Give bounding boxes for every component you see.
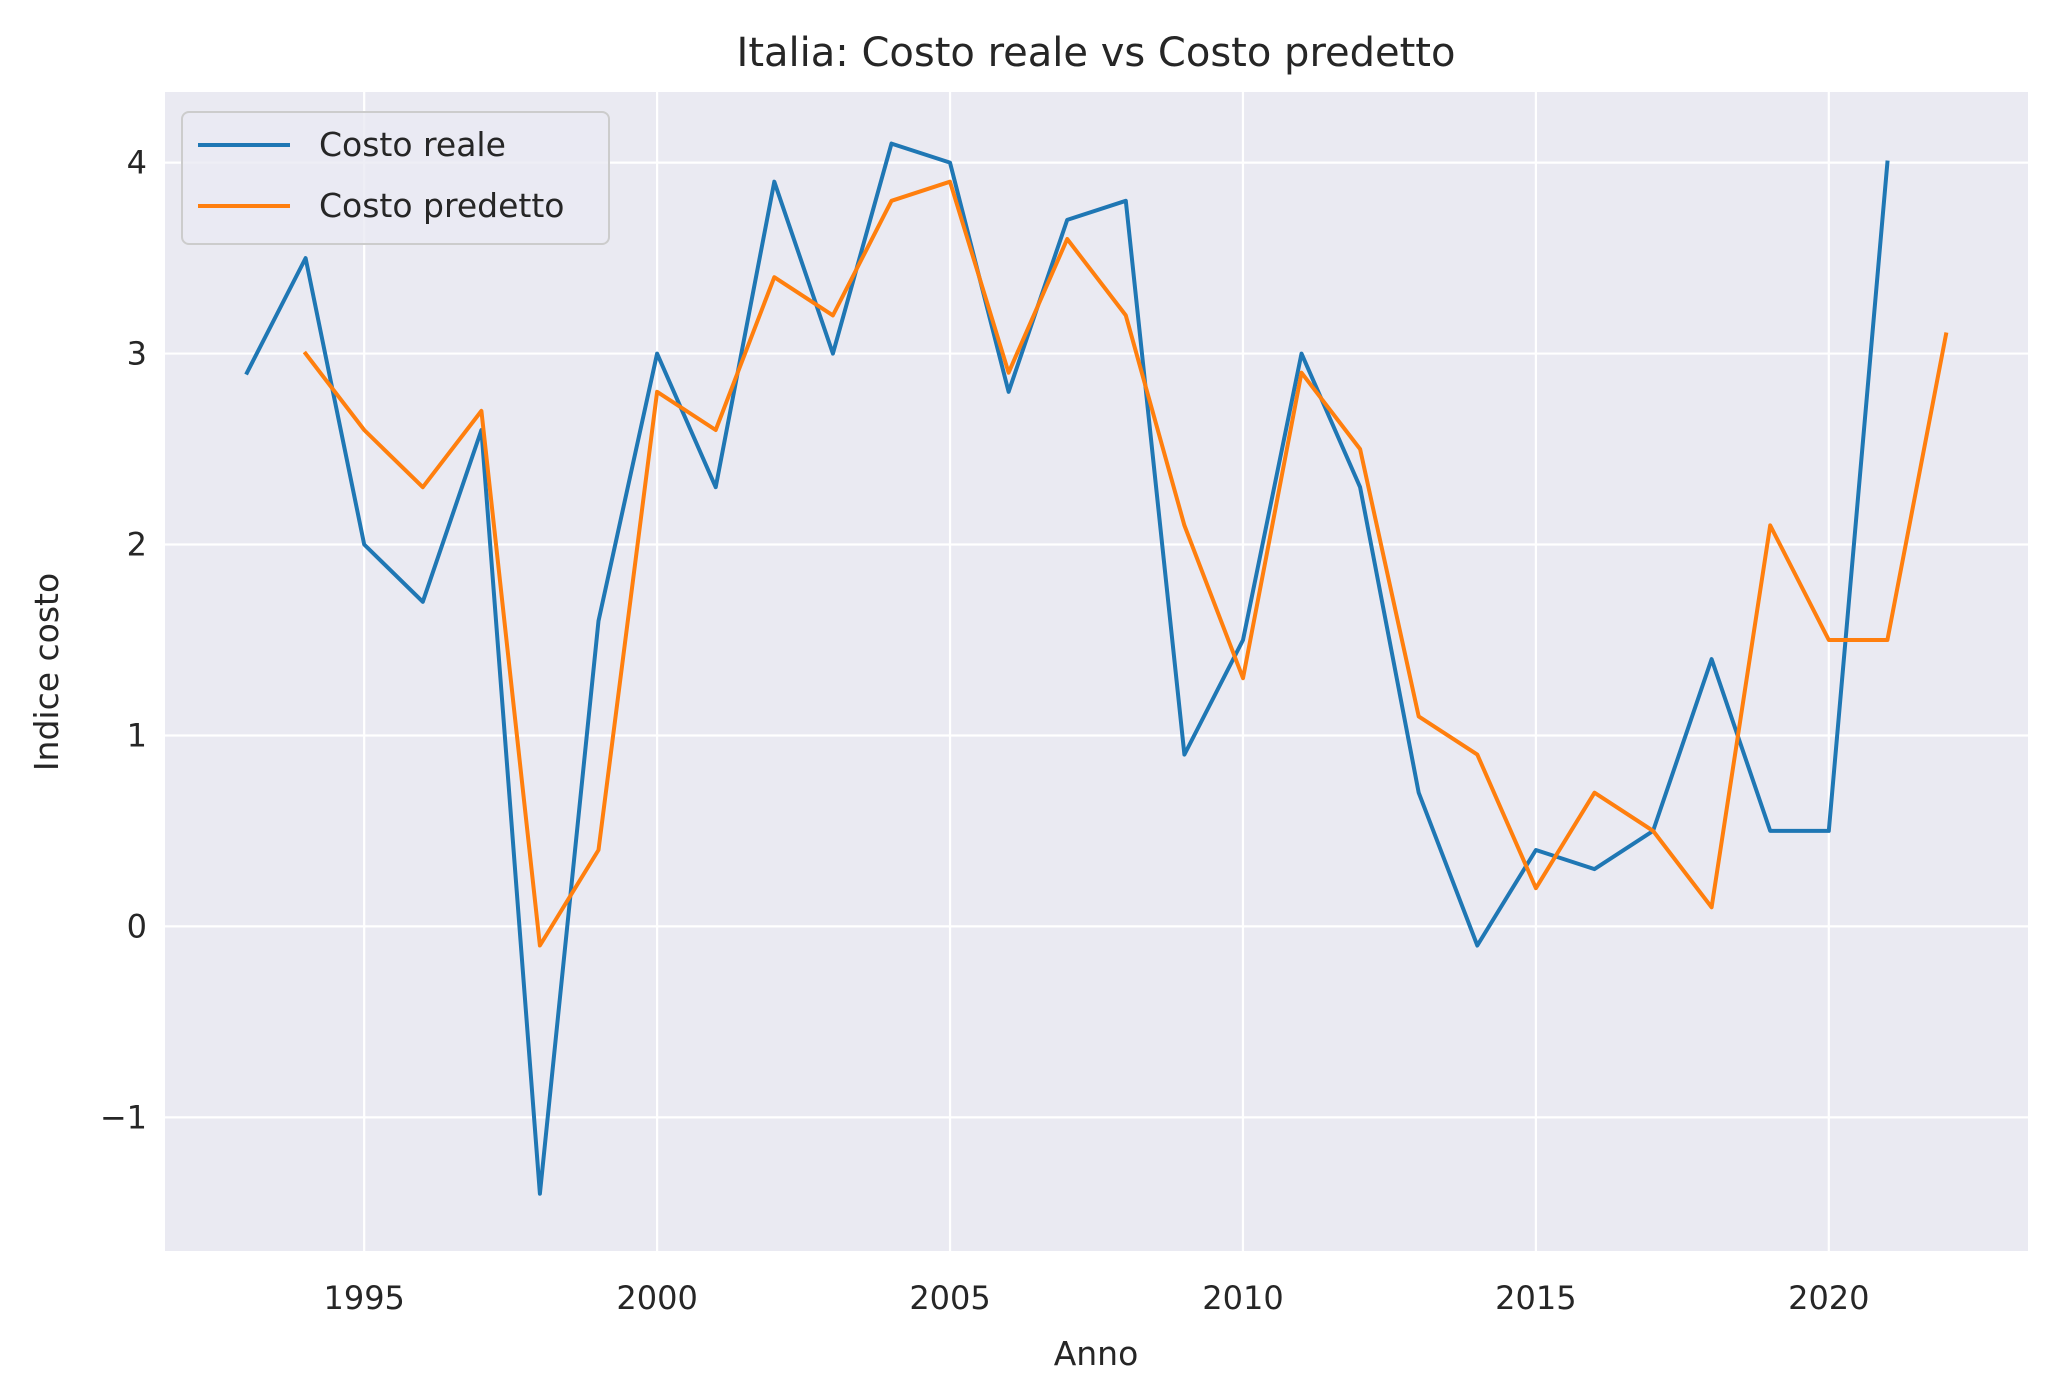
x-tick-label: 2005: [909, 1279, 990, 1317]
x-tick-label: 2020: [1788, 1279, 1869, 1317]
series-lines: [244, 141, 1949, 1196]
legend-label: Costo reale: [319, 125, 506, 164]
x-tick-label: 2000: [616, 1279, 697, 1317]
chart-title: Italia: Costo reale vs Costo predetto: [737, 30, 1456, 76]
x-tick-label: 1995: [323, 1279, 404, 1317]
y-tick-labels: −1 0 1 2 3 4: [100, 144, 147, 1137]
grid-lines: [165, 92, 2028, 1251]
y-tick-label: 3: [127, 335, 147, 373]
y-axis-label: Indice costo: [27, 573, 66, 771]
y-tick-label: 2: [127, 526, 147, 564]
x-tick-label: 2010: [1202, 1279, 1283, 1317]
y-tick-label: −1: [100, 1098, 147, 1136]
legend-label: Costo predetto: [319, 186, 564, 225]
y-tick-label: 0: [127, 907, 147, 945]
x-tick-label: 2015: [1495, 1279, 1576, 1317]
y-tick-label: 4: [127, 144, 147, 182]
y-tick-label: 1: [127, 716, 147, 754]
legend: Costo reale Costo predetto: [181, 111, 610, 245]
x-tick-labels: 1995 2000 2005 2010 2015 2020: [323, 1279, 1869, 1317]
x-axis-label: Anno: [1054, 1334, 1139, 1373]
